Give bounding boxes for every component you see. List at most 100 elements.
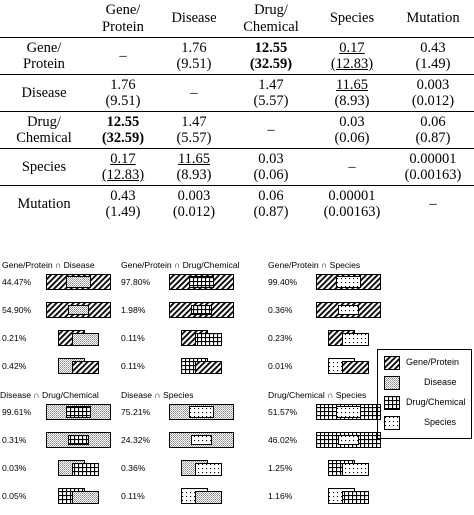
table-cell: 11.65 (8.93) xyxy=(158,149,230,186)
cell-line: 0.06 xyxy=(420,113,446,130)
table-cell: 11.65 (8.93) xyxy=(312,75,392,112)
legend-swatch-box xyxy=(384,376,400,390)
overlap-diagram xyxy=(46,302,111,318)
set-b-box xyxy=(72,333,99,346)
table-cell: 0.06 (0.87) xyxy=(392,112,474,149)
overlap-diagram xyxy=(328,330,369,346)
table-cell: 1.76 (9.51) xyxy=(158,38,230,75)
overlap-row: 0.21% xyxy=(2,329,162,347)
table-cell: 0.17 (12.83) xyxy=(88,149,158,186)
overlap-percent: 51.57% xyxy=(268,407,298,417)
overlap-diagram xyxy=(181,460,222,476)
legend-swatch-box xyxy=(384,356,400,370)
legend: Gene/Protein Disease Drug/Chemical Species xyxy=(377,349,472,439)
table-cell: 1.47 (5.57) xyxy=(158,112,230,149)
cell-line: (8.93) xyxy=(176,167,212,183)
set-a-box xyxy=(72,491,99,504)
cell-line: 0.03 xyxy=(258,150,284,167)
cell-line: (0.00163) xyxy=(404,167,462,183)
cell-line: 0.00001 xyxy=(409,150,457,167)
table-row: Species 0.17 (12.83) 11.65 (8.93) 0.03 (0.06) –… xyxy=(0,149,474,186)
legend-swatch xyxy=(384,396,400,410)
overlap-percent: 24.32% xyxy=(121,435,151,445)
overlap-diagram xyxy=(46,432,111,448)
overlap-panel: Gene/Protein ∩ Species 99.40% 0.36% 0.23% 0.… xyxy=(268,260,418,385)
set-b-box xyxy=(72,463,99,476)
overlap-row: 0.23% xyxy=(268,329,428,347)
set-b-box xyxy=(68,305,89,315)
row-header: Gene/Protein xyxy=(0,38,88,75)
overlap-row: 1.25% xyxy=(268,459,428,477)
overlap-row: 44.47% xyxy=(2,273,162,291)
overlap-panel: Gene/Protein ∩ Drug/Chemical 97.80% 1.98% 0… xyxy=(121,260,271,385)
set-b-box xyxy=(342,333,369,346)
table-cell: 0.43 (1.49) xyxy=(88,186,158,223)
cell-line: (32.59) xyxy=(249,56,293,72)
cell-line: – xyxy=(429,196,437,212)
overlap-row: 0.31% xyxy=(2,431,162,449)
overlap-row: 0.11% xyxy=(121,487,281,505)
table-cell: 0.00001 (0.00163) xyxy=(312,186,392,223)
cell-line: (1.49) xyxy=(105,204,141,221)
legend-label: Disease xyxy=(424,377,457,387)
cell-line: 0.06 xyxy=(258,187,284,204)
overlap-row: 51.57% xyxy=(268,403,428,421)
overlap-diagram xyxy=(181,488,222,504)
table-row: Drug/Chemical 12.55 (32.59) 1.47 (5.57) –0.03… xyxy=(0,112,474,149)
column-header: Disease xyxy=(158,0,230,38)
cell-line: Protein xyxy=(23,56,65,72)
overlap-percent: 0.42% xyxy=(2,361,27,371)
overlap-diagram xyxy=(58,358,99,374)
legend-swatch-box xyxy=(384,396,400,410)
table-row: Disease 1.76 (9.51) –1.47 (5.57) 11.65 (8.93) 0… xyxy=(0,75,474,112)
table-row: Mutation 0.43 (1.49) 0.003 (0.012) 0.06 (0.87)… xyxy=(0,186,474,223)
overlap-percent: 75.21% xyxy=(121,407,151,417)
legend-swatch xyxy=(384,376,400,390)
cell-line: (0.87) xyxy=(253,204,289,221)
set-b-box xyxy=(66,276,91,288)
table-cell: 12.55 (32.59) xyxy=(230,38,312,75)
cell-line: (9.51) xyxy=(105,93,141,109)
table-header-row: Gene/Protein Disease Drug/Chemical Speci… xyxy=(0,0,474,38)
overlap-row: 46.02% xyxy=(268,431,428,449)
set-a-box xyxy=(195,361,222,374)
cell-line: 1.76 xyxy=(181,39,207,56)
set-b-box xyxy=(191,305,212,315)
cell-line: (1.49) xyxy=(415,56,451,72)
overlap-diagram xyxy=(328,488,369,504)
table-cell: 0.43 (1.49) xyxy=(392,38,474,75)
corner-cell xyxy=(0,0,88,38)
cell-line: Species xyxy=(329,10,375,27)
row-header: Disease xyxy=(0,75,88,112)
overlap-percent: 1.16% xyxy=(268,491,293,501)
panel-title: Gene/Protein ∩ Species xyxy=(268,260,361,270)
table-cell: 1.76 (9.51) xyxy=(88,75,158,112)
overlap-percent: 1.98% xyxy=(121,305,146,315)
overlap-percent: 0.05% xyxy=(2,491,27,501)
overlap-percent: 0.11% xyxy=(121,491,145,501)
cell-line: (0.012) xyxy=(172,204,216,221)
overlap-percent: 0.21% xyxy=(2,333,27,343)
row-header: Drug/Chemical xyxy=(0,112,88,149)
overlap-diagram xyxy=(58,460,99,476)
cell-line: – xyxy=(119,47,127,64)
column-header: Mutation xyxy=(392,0,474,38)
overlap-diagram xyxy=(328,358,369,374)
cell-line: Chemical xyxy=(243,18,299,35)
overlap-row: 99.61% xyxy=(2,403,162,421)
overlap-diagram xyxy=(181,358,222,374)
overlap-percent: 97.80% xyxy=(121,277,151,287)
overlap-diagram xyxy=(46,274,111,290)
set-b-box xyxy=(195,463,222,476)
overlap-row: 0.11% xyxy=(121,329,281,347)
overlap-row: 54.90% xyxy=(2,301,162,319)
cell-line: 1.47 xyxy=(258,76,284,93)
overlap-diagram xyxy=(169,274,234,290)
overlap-diagram xyxy=(316,432,381,448)
cell-line: Disease xyxy=(21,84,67,101)
overlap-diagram xyxy=(316,274,381,290)
set-b-box xyxy=(66,406,91,418)
overlap-row: 99.40% xyxy=(268,273,428,291)
panel-title: Drug/Chemical ∩ Species xyxy=(268,390,367,400)
overlap-percent: 99.40% xyxy=(268,277,298,287)
